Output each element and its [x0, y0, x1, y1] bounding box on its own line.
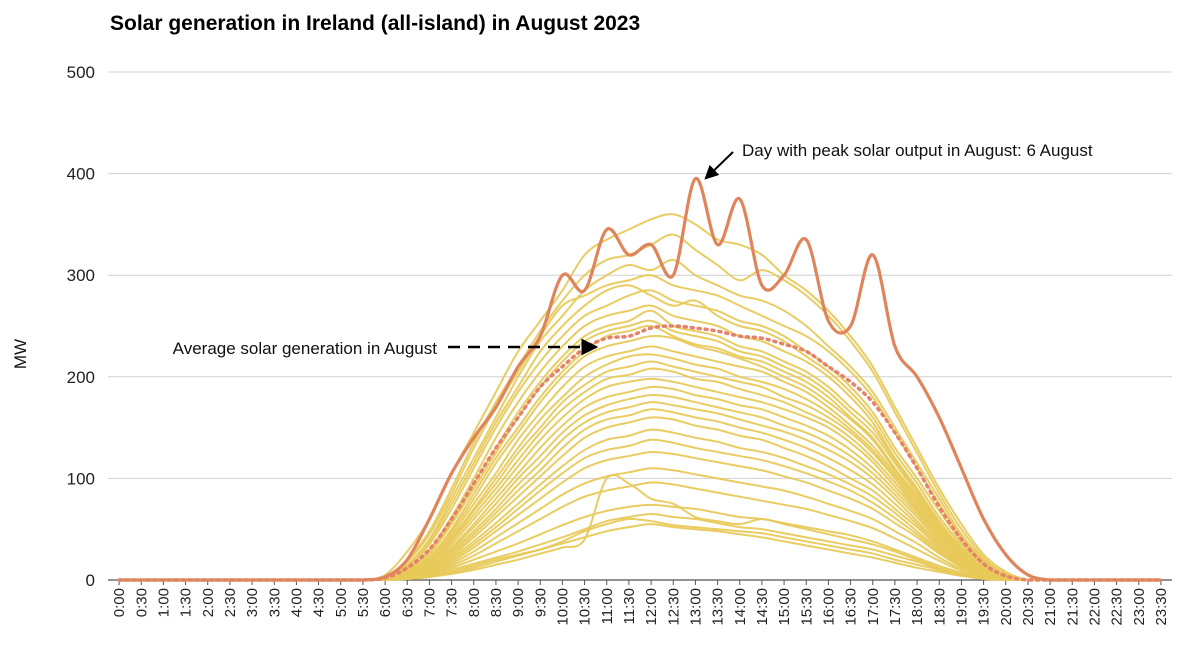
x-tick-label: 8:00 [466, 588, 483, 617]
y-tick-label: 0 [86, 571, 95, 590]
daily-series-line [119, 377, 1161, 581]
x-tick-label: 2:30 [222, 588, 239, 617]
annotations-layer: Day with peak solar output in August: 6 … [173, 141, 1093, 358]
x-tick-label: 14:30 [754, 588, 771, 626]
x-tick-label: 1:30 [178, 588, 195, 617]
y-tick-label: 500 [67, 63, 95, 82]
y-tick-labels: 0 100 200 300 400 500 [67, 63, 95, 590]
daily-series-line [119, 319, 1161, 581]
average-annotation-label: Average solar generation in August [173, 339, 438, 358]
daily-series-line [119, 274, 1161, 581]
y-tick-label: 200 [67, 368, 95, 387]
x-tick-label: 9:00 [510, 588, 527, 617]
y-tick-label: 400 [67, 165, 95, 184]
x-tick-label: 20:30 [1020, 588, 1037, 626]
peak-annotation-arrow [704, 151, 734, 180]
x-tick-label: 0:00 [111, 588, 128, 617]
x-tick-labels: 0:00 0:30 1:00 1:30 2:00 2:30 3:00 3:30 4:00 4:30… [111, 580, 1170, 626]
x-tick-label: 2:00 [200, 588, 217, 617]
daily-series-line [119, 345, 1161, 581]
daily-series-line [119, 481, 1161, 581]
daily-series-line [119, 367, 1161, 581]
x-tick-label: 0:30 [133, 588, 150, 617]
x-tick-label: 18:30 [931, 588, 948, 626]
x-tick-label: 10:00 [554, 588, 571, 626]
x-tick-label: 21:30 [1064, 588, 1081, 626]
x-tick-label: 1:00 [155, 588, 172, 617]
daily-series-line [119, 438, 1161, 581]
chart-title: Solar generation in Ireland (all-island)… [110, 12, 641, 35]
x-tick-label: 19:00 [953, 588, 970, 626]
x-tick-label: 14:00 [732, 588, 749, 626]
x-tick-label: 16:00 [820, 588, 837, 626]
x-tick-label: 18:00 [909, 588, 926, 626]
x-tick-label: 9:30 [532, 588, 549, 617]
x-tick-label: 3:30 [266, 588, 283, 617]
daily-series-layer [119, 213, 1161, 581]
x-tick-label: 10:30 [577, 588, 594, 626]
x-tick-label: 15:30 [798, 588, 815, 626]
y-tick-label: 300 [67, 266, 95, 285]
y-axis-label: MW [11, 339, 30, 369]
peak-day-series-layer [119, 177, 1161, 582]
peak-day-series-line [119, 177, 1161, 582]
x-tick-label: 17:30 [887, 588, 904, 626]
x-tick-label: 7:30 [444, 588, 461, 617]
x-tick-label: 22:30 [1109, 588, 1126, 626]
x-tick-label: 11:00 [599, 588, 616, 624]
x-tick-label: 15:00 [776, 588, 793, 626]
x-tick-label: 19:30 [976, 588, 993, 626]
x-tick-label: 17:00 [865, 588, 882, 626]
x-tick-label: 23:30 [1153, 588, 1170, 626]
x-tick-label: 20:00 [998, 588, 1015, 626]
daily-series-line [119, 503, 1161, 581]
x-tick-label: 4:00 [288, 588, 305, 617]
x-tick-label: 6:30 [399, 588, 416, 617]
x-tick-label: 13:00 [687, 588, 704, 626]
x-tick-label: 13:30 [710, 588, 727, 626]
x-tick-label: 12:30 [665, 588, 682, 626]
x-tick-label: 7:00 [421, 588, 438, 617]
x-tick-label: 23:00 [1131, 588, 1148, 626]
x-tick-label: 22:00 [1086, 588, 1103, 626]
x-tick-label: 4:30 [311, 588, 328, 617]
peak-annotation-label: Day with peak solar output in August: 6 … [742, 141, 1093, 160]
x-tick-label: 3:00 [244, 588, 261, 617]
x-tick-label: 5:00 [333, 588, 350, 617]
daily-series-line [119, 233, 1161, 581]
daily-series-line [119, 335, 1161, 581]
x-tick-label: 21:00 [1042, 588, 1059, 626]
y-tick-label: 100 [67, 469, 95, 488]
x-tick-label: 16:30 [843, 588, 860, 626]
x-tick-label: 6:00 [377, 588, 394, 617]
x-tick-label: 11:30 [621, 588, 638, 624]
x-tick-label: 8:30 [488, 588, 505, 617]
x-tick-label: 5:30 [355, 588, 372, 617]
x-tick-label: 12:00 [643, 588, 660, 626]
daily-series-line [119, 473, 1161, 581]
daily-series-line [119, 289, 1161, 581]
